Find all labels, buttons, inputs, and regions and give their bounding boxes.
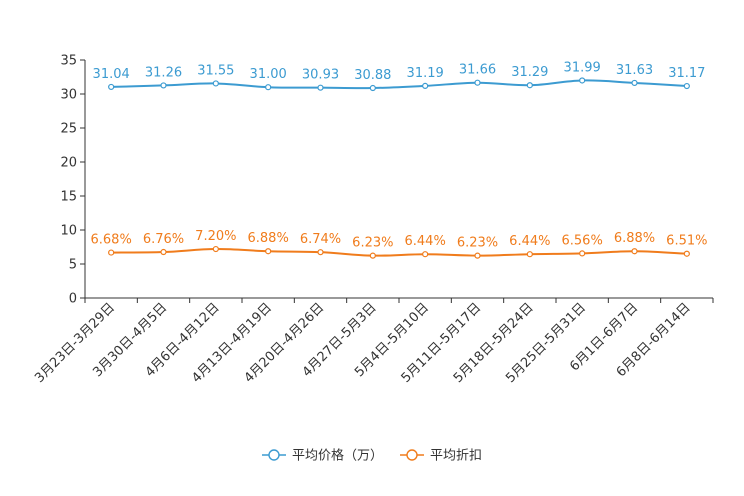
- data-point: [160, 82, 167, 89]
- data-label: 31.00: [250, 67, 287, 82]
- data-label: 31.66: [459, 63, 496, 78]
- y-tick-label: 15: [60, 190, 77, 205]
- data-point: [422, 82, 429, 90]
- data-point: [369, 84, 376, 92]
- data-label: 6.68%: [91, 233, 132, 248]
- data-label: 30.93: [302, 68, 339, 83]
- data-point: [631, 248, 638, 255]
- data-point: [474, 252, 481, 259]
- data-label: 31.04: [93, 67, 130, 82]
- series-line: [111, 248, 687, 257]
- legend-label: 平均折扣: [430, 449, 482, 464]
- y-tick-label: 5: [69, 258, 77, 273]
- legend-label: 平均价格（万）: [292, 448, 383, 464]
- chart-axes: 051015202530353月23日-3月29日3月30日-4月5日4月6日-…: [32, 54, 714, 386]
- data-point: [683, 250, 690, 257]
- data-label: 31.26: [145, 65, 182, 80]
- data-point: [422, 251, 429, 258]
- data-point: [683, 82, 690, 90]
- data-label: 31.55: [197, 63, 234, 78]
- data-label: 6.23%: [457, 236, 498, 251]
- data-label: 31.99: [564, 60, 601, 75]
- data-point: [160, 248, 167, 256]
- data-label: 6.88%: [248, 231, 289, 246]
- data-label: 7.20%: [195, 229, 236, 244]
- legend-item-2[interactable]: 平均折扣: [400, 449, 482, 464]
- data-point: [265, 248, 272, 255]
- legend-marker-icon: [406, 449, 418, 461]
- chart-legend[interactable]: 平均价格（万） 平均折扣: [262, 448, 482, 464]
- y-tick-label: 25: [60, 122, 77, 137]
- legend-marker-icon: [268, 449, 280, 461]
- y-tick-label: 10: [60, 224, 77, 239]
- legend-item-1[interactable]: 平均价格（万）: [262, 448, 383, 464]
- data-label: 31.29: [511, 65, 548, 80]
- series-1: 31.04 31.26 31.55 31.00 30.93 30.88 31.19 31.66…: [93, 60, 705, 92]
- data-point: [526, 82, 533, 89]
- data-label: 6.56%: [562, 233, 603, 248]
- data-point: [526, 251, 533, 258]
- data-point: [265, 84, 272, 91]
- data-point: [108, 249, 115, 256]
- data-point: [474, 79, 481, 86]
- data-point: [369, 252, 376, 259]
- data-point: [579, 250, 586, 257]
- data-point: [108, 83, 115, 91]
- series-2: 6.68% 6.76% 7.20% 6.88% 6.74% 6.23% 6.44% 6.23%…: [91, 229, 707, 259]
- y-tick-label: 20: [60, 156, 77, 171]
- data-label: 31.17: [668, 66, 705, 81]
- data-label: 6.76%: [143, 232, 184, 247]
- data-point: [579, 77, 586, 84]
- data-label: 6.74%: [300, 232, 341, 247]
- data-label: 31.19: [407, 66, 444, 81]
- y-tick-label: 35: [60, 54, 77, 69]
- data-point: [631, 79, 638, 87]
- data-label: 6.23%: [352, 236, 393, 251]
- y-tick-label: 0: [69, 292, 77, 307]
- data-point: [317, 84, 324, 91]
- chart-series: 31.04 31.26 31.55 31.00 30.93 30.88 31.19 31.66…: [91, 60, 707, 259]
- data-label: 6.51%: [666, 234, 707, 249]
- data-label: 30.88: [354, 68, 391, 83]
- series-line: [111, 79, 687, 90]
- data-label: 6.88%: [614, 231, 655, 246]
- data-label: 6.44%: [509, 234, 550, 249]
- data-point: [317, 249, 324, 256]
- y-tick-label: 30: [60, 88, 77, 103]
- data-label: 31.63: [616, 63, 653, 78]
- data-point: [212, 80, 219, 87]
- data-point: [212, 245, 219, 253]
- data-label: 6.44%: [405, 234, 446, 249]
